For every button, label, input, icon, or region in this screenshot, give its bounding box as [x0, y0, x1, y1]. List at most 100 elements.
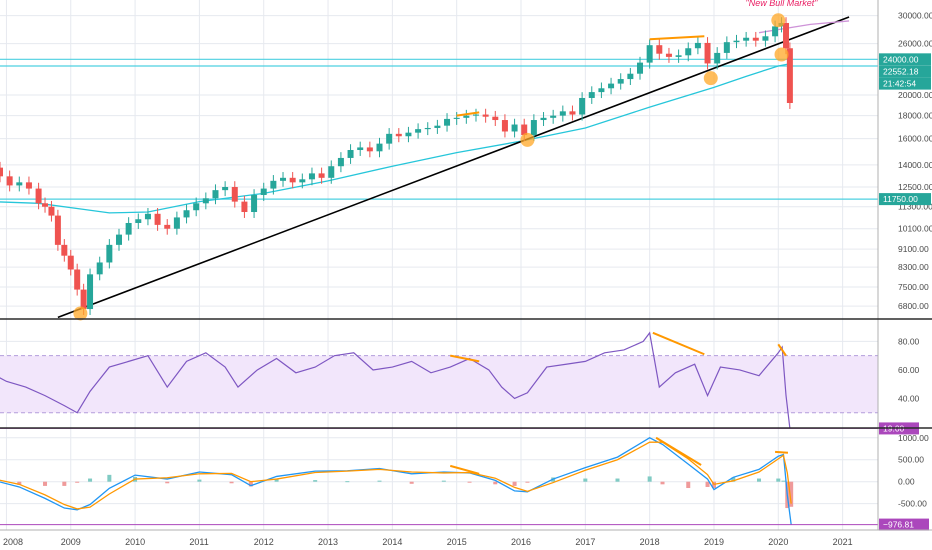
candle-body — [337, 157, 344, 167]
candle-body — [280, 177, 287, 181]
candle-body — [35, 188, 42, 204]
price-tick-label: 7500.00 — [898, 282, 929, 292]
macd-histogram-bar — [615, 478, 620, 482]
panel-separators — [0, 318, 932, 429]
candle-body — [125, 222, 132, 235]
price-axis-background — [878, 0, 932, 550]
macd-histogram-bar — [776, 478, 781, 482]
price-label-badge — [879, 65, 931, 78]
rsi-band — [0, 355, 878, 413]
macd-trendline — [775, 450, 789, 454]
candle-body — [424, 127, 431, 130]
candle-body — [415, 129, 422, 133]
candle-body — [521, 124, 528, 136]
moving-average-line — [0, 62, 792, 214]
candle-body — [685, 48, 692, 56]
candle-body — [308, 173, 315, 180]
rsi-trendline — [777, 343, 787, 357]
candle-body — [762, 36, 769, 41]
candle-body — [405, 132, 412, 137]
candle-body — [260, 188, 267, 195]
macd-histogram-bar — [686, 481, 691, 489]
candle-body — [96, 262, 103, 275]
candle-body — [183, 210, 190, 218]
candle-body — [231, 186, 238, 202]
time-tick-label: 2015 — [447, 537, 467, 547]
highlight-marker — [774, 47, 789, 62]
candle-body — [135, 219, 142, 223]
time-tick-label: 2008 — [3, 537, 23, 547]
candle-body — [48, 206, 55, 216]
time-tick-label: 2012 — [254, 537, 274, 547]
macd-histogram-bar — [274, 478, 279, 482]
rsi-trendline — [652, 331, 705, 356]
candle-body — [540, 117, 547, 121]
candle-body — [328, 166, 335, 178]
price-tick-label: 10100.00 — [898, 224, 932, 234]
candle-body — [617, 79, 624, 84]
candle-body — [444, 118, 451, 126]
candle-body — [434, 125, 441, 128]
macd-histogram-bar — [493, 481, 498, 485]
candle-body — [482, 114, 489, 117]
time-tick-label: 2016 — [511, 537, 531, 547]
price-panel: "New Bull Market" — [0, 0, 878, 321]
candle-body — [752, 37, 759, 41]
time-tick-label: 2009 — [61, 537, 81, 547]
macd-histogram-bar — [705, 481, 710, 487]
annotation-label: "New Bull Market" — [746, 0, 819, 8]
macd-tick-label: 1000.00 — [898, 433, 929, 443]
price-tick-label: 14000.00 — [898, 160, 932, 170]
candle-body — [366, 147, 373, 152]
macd-histogram-bar — [525, 481, 530, 483]
candle-body — [694, 42, 701, 49]
macd-histogram-bar — [75, 481, 80, 483]
candle-body — [656, 45, 663, 54]
time-tick-label: 2021 — [833, 537, 853, 547]
macd-panel — [0, 436, 878, 526]
macd-tick-label: -500.00 — [898, 499, 927, 509]
candle-body — [733, 40, 740, 43]
candle-body — [704, 42, 711, 64]
rsi-tick-label: 80.00 — [898, 336, 920, 346]
candle-body — [627, 73, 634, 80]
time-tick-label: 2018 — [640, 537, 660, 547]
macd-histogram-bar — [17, 481, 22, 485]
macd-histogram-bar — [197, 479, 202, 482]
orange-trendline — [456, 111, 480, 117]
macd-histogram-bar — [409, 481, 414, 484]
time-tick-label: 2020 — [768, 537, 788, 547]
price-label-text: 24000.00 — [883, 54, 919, 64]
candle-body — [106, 244, 113, 263]
candle-body — [67, 255, 74, 270]
candle-body — [241, 201, 248, 213]
candle-body — [472, 114, 479, 116]
macd-histogram-bar — [781, 480, 786, 482]
candle-body — [492, 116, 499, 121]
candle-body — [25, 182, 32, 189]
candle-body — [714, 52, 721, 64]
price-tick-label: 12500.00 — [898, 182, 932, 192]
candle-body — [80, 289, 87, 310]
candle-body — [347, 150, 354, 158]
macd-trendline — [655, 436, 702, 466]
candle-body — [251, 194, 258, 213]
price-label-text: 21:42:54 — [883, 79, 916, 89]
price-label-text: 22552.18 — [883, 67, 919, 77]
highlight-marker — [703, 71, 718, 86]
candle-body — [6, 176, 13, 186]
macd-histogram-bar — [512, 481, 517, 486]
candle-body — [61, 244, 68, 256]
candle-body — [675, 55, 682, 57]
candle-body — [42, 203, 49, 207]
candle-body — [16, 182, 23, 186]
candle-body — [74, 269, 81, 290]
macd-histogram-bar — [165, 481, 170, 484]
macd-histogram-bar — [441, 480, 446, 482]
candle-body — [608, 83, 615, 89]
price-tick-label: 8300.00 — [898, 262, 929, 272]
candle-body — [144, 213, 151, 220]
candle-body — [376, 143, 383, 152]
macd-histogram-bar — [377, 480, 382, 482]
